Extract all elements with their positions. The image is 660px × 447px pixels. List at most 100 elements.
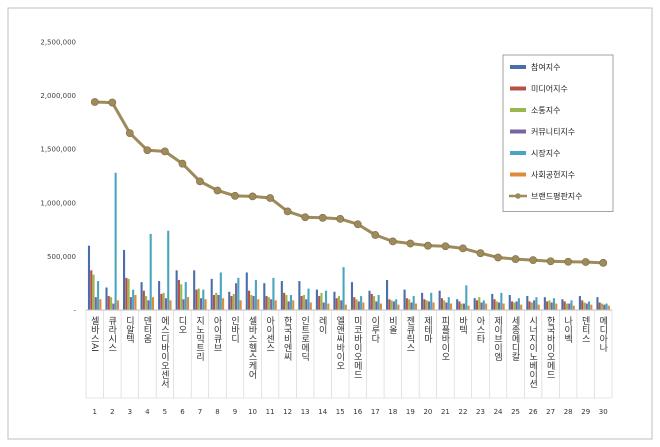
bar bbox=[149, 233, 152, 310]
bar bbox=[445, 302, 448, 310]
y-tick-label: 1,500,000 bbox=[40, 146, 76, 154]
bar bbox=[596, 297, 599, 310]
rank-label: 19 bbox=[406, 408, 415, 416]
bar bbox=[309, 302, 312, 310]
bar bbox=[340, 300, 343, 310]
bar bbox=[232, 293, 235, 310]
bar bbox=[397, 304, 400, 310]
bar bbox=[140, 282, 143, 310]
line-point bbox=[529, 256, 537, 265]
bar bbox=[520, 304, 523, 310]
bar bbox=[272, 277, 275, 310]
line-point bbox=[441, 242, 450, 251]
bar bbox=[482, 300, 485, 310]
line-point bbox=[283, 207, 292, 216]
y-tick-label: - bbox=[73, 307, 76, 315]
bar bbox=[274, 300, 277, 310]
bar bbox=[320, 292, 323, 310]
legend-swatch bbox=[510, 65, 526, 69]
line-point bbox=[423, 241, 432, 250]
rank-label: 21 bbox=[441, 408, 450, 416]
line-point bbox=[143, 146, 152, 155]
bar bbox=[344, 304, 347, 310]
bar bbox=[342, 267, 345, 310]
bar bbox=[495, 301, 498, 310]
bar bbox=[430, 292, 433, 310]
bar bbox=[543, 297, 546, 310]
bar bbox=[327, 303, 330, 310]
category-label: 제테마 bbox=[422, 316, 432, 344]
line-point bbox=[476, 249, 485, 258]
bar bbox=[552, 298, 556, 310]
rank-label: 22 bbox=[459, 408, 468, 416]
bar bbox=[377, 294, 380, 310]
line-series-group bbox=[90, 98, 608, 267]
bar bbox=[250, 294, 253, 310]
bar bbox=[432, 302, 435, 310]
bar bbox=[585, 303, 588, 310]
line-point bbox=[108, 98, 117, 107]
legend-swatch bbox=[510, 108, 526, 112]
line-point bbox=[564, 257, 573, 266]
bar bbox=[175, 270, 178, 310]
bar bbox=[204, 299, 207, 310]
bar bbox=[287, 301, 290, 310]
category-label: 이루다 bbox=[369, 316, 379, 344]
line-point bbox=[336, 214, 345, 223]
line-point bbox=[196, 177, 204, 186]
bar bbox=[307, 288, 310, 310]
category-label: 덴티스 bbox=[580, 316, 590, 343]
bar bbox=[513, 302, 516, 310]
bar bbox=[127, 278, 130, 310]
bar bbox=[99, 299, 102, 310]
rank-label: 10 bbox=[248, 408, 257, 416]
y-tick-label: 1,000,000 bbox=[40, 199, 76, 207]
bar bbox=[177, 279, 180, 310]
bar bbox=[581, 300, 584, 310]
bar bbox=[318, 296, 321, 310]
bar bbox=[217, 294, 220, 310]
bar bbox=[423, 299, 426, 310]
category-label: 큐라시스 bbox=[106, 316, 116, 352]
bar bbox=[515, 301, 518, 310]
category-label: 지노믹트리 bbox=[194, 316, 204, 362]
legend-label: 시장지수 bbox=[531, 148, 560, 158]
category-label: 덴티움 bbox=[141, 316, 151, 343]
rank-label: 18 bbox=[388, 408, 397, 416]
bar bbox=[572, 305, 575, 310]
rank-label: 7 bbox=[198, 408, 202, 416]
bar bbox=[267, 297, 270, 310]
bar bbox=[475, 300, 479, 310]
line-point bbox=[494, 253, 502, 262]
bar bbox=[403, 289, 406, 310]
line-point bbox=[599, 258, 608, 267]
line-point bbox=[90, 98, 99, 106]
bar bbox=[219, 272, 222, 310]
bar bbox=[493, 299, 496, 310]
bar bbox=[110, 297, 113, 310]
bar bbox=[443, 300, 446, 310]
bar bbox=[97, 281, 100, 310]
category-label: 아이큐브 bbox=[212, 316, 222, 352]
bar bbox=[105, 287, 108, 310]
bar bbox=[335, 298, 338, 310]
bar bbox=[427, 301, 430, 310]
category-label: 디알텍 bbox=[124, 316, 134, 344]
rank-label: 26 bbox=[529, 408, 538, 416]
line-point bbox=[125, 129, 134, 138]
bar bbox=[414, 303, 418, 310]
bar bbox=[254, 279, 257, 310]
bar bbox=[362, 302, 365, 310]
bar bbox=[449, 303, 453, 310]
bar bbox=[160, 293, 163, 310]
bar bbox=[537, 304, 540, 310]
bar bbox=[447, 297, 450, 310]
bar bbox=[248, 290, 251, 310]
bar bbox=[195, 289, 198, 310]
line-point bbox=[459, 244, 467, 253]
line-point bbox=[318, 213, 327, 222]
bar bbox=[587, 301, 591, 310]
bar bbox=[605, 303, 608, 310]
bar bbox=[548, 300, 551, 310]
